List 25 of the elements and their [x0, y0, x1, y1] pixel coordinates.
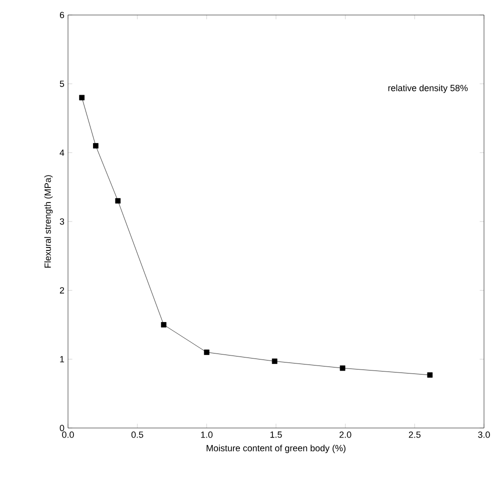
y-axis-title: Flexural strength (MPa) [44, 175, 53, 268]
x-tick-label: 2.5 [408, 432, 421, 438]
x-tick-label: 0.5 [131, 432, 144, 438]
annotation: relative density 58% [388, 84, 468, 93]
y-tick-label: 0 [60, 424, 64, 432]
x-tick-label: 2.0 [340, 432, 352, 438]
y-tick-label: 6 [60, 12, 64, 18]
x-tick-label: 3.0 [478, 432, 490, 438]
x-tick-label: 0.0 [62, 432, 74, 438]
point [427, 372, 433, 378]
x-tick-label: 1.5 [270, 432, 282, 438]
point [272, 358, 278, 364]
y-tick-label: 1 [60, 356, 64, 362]
y-tick-label: 4 [60, 150, 64, 156]
y-tick-label: 2 [60, 287, 64, 294]
point [93, 143, 98, 148]
x-axis-title: Moisture content of green body (%) [206, 444, 346, 454]
point [204, 350, 210, 355]
point [160, 322, 166, 328]
point [79, 94, 85, 100]
x-tick-label: 1.0 [201, 432, 213, 438]
point [340, 365, 346, 371]
point [115, 198, 121, 204]
y-tick-label: 5 [60, 80, 64, 87]
y-tick-label: 3 [60, 218, 64, 225]
